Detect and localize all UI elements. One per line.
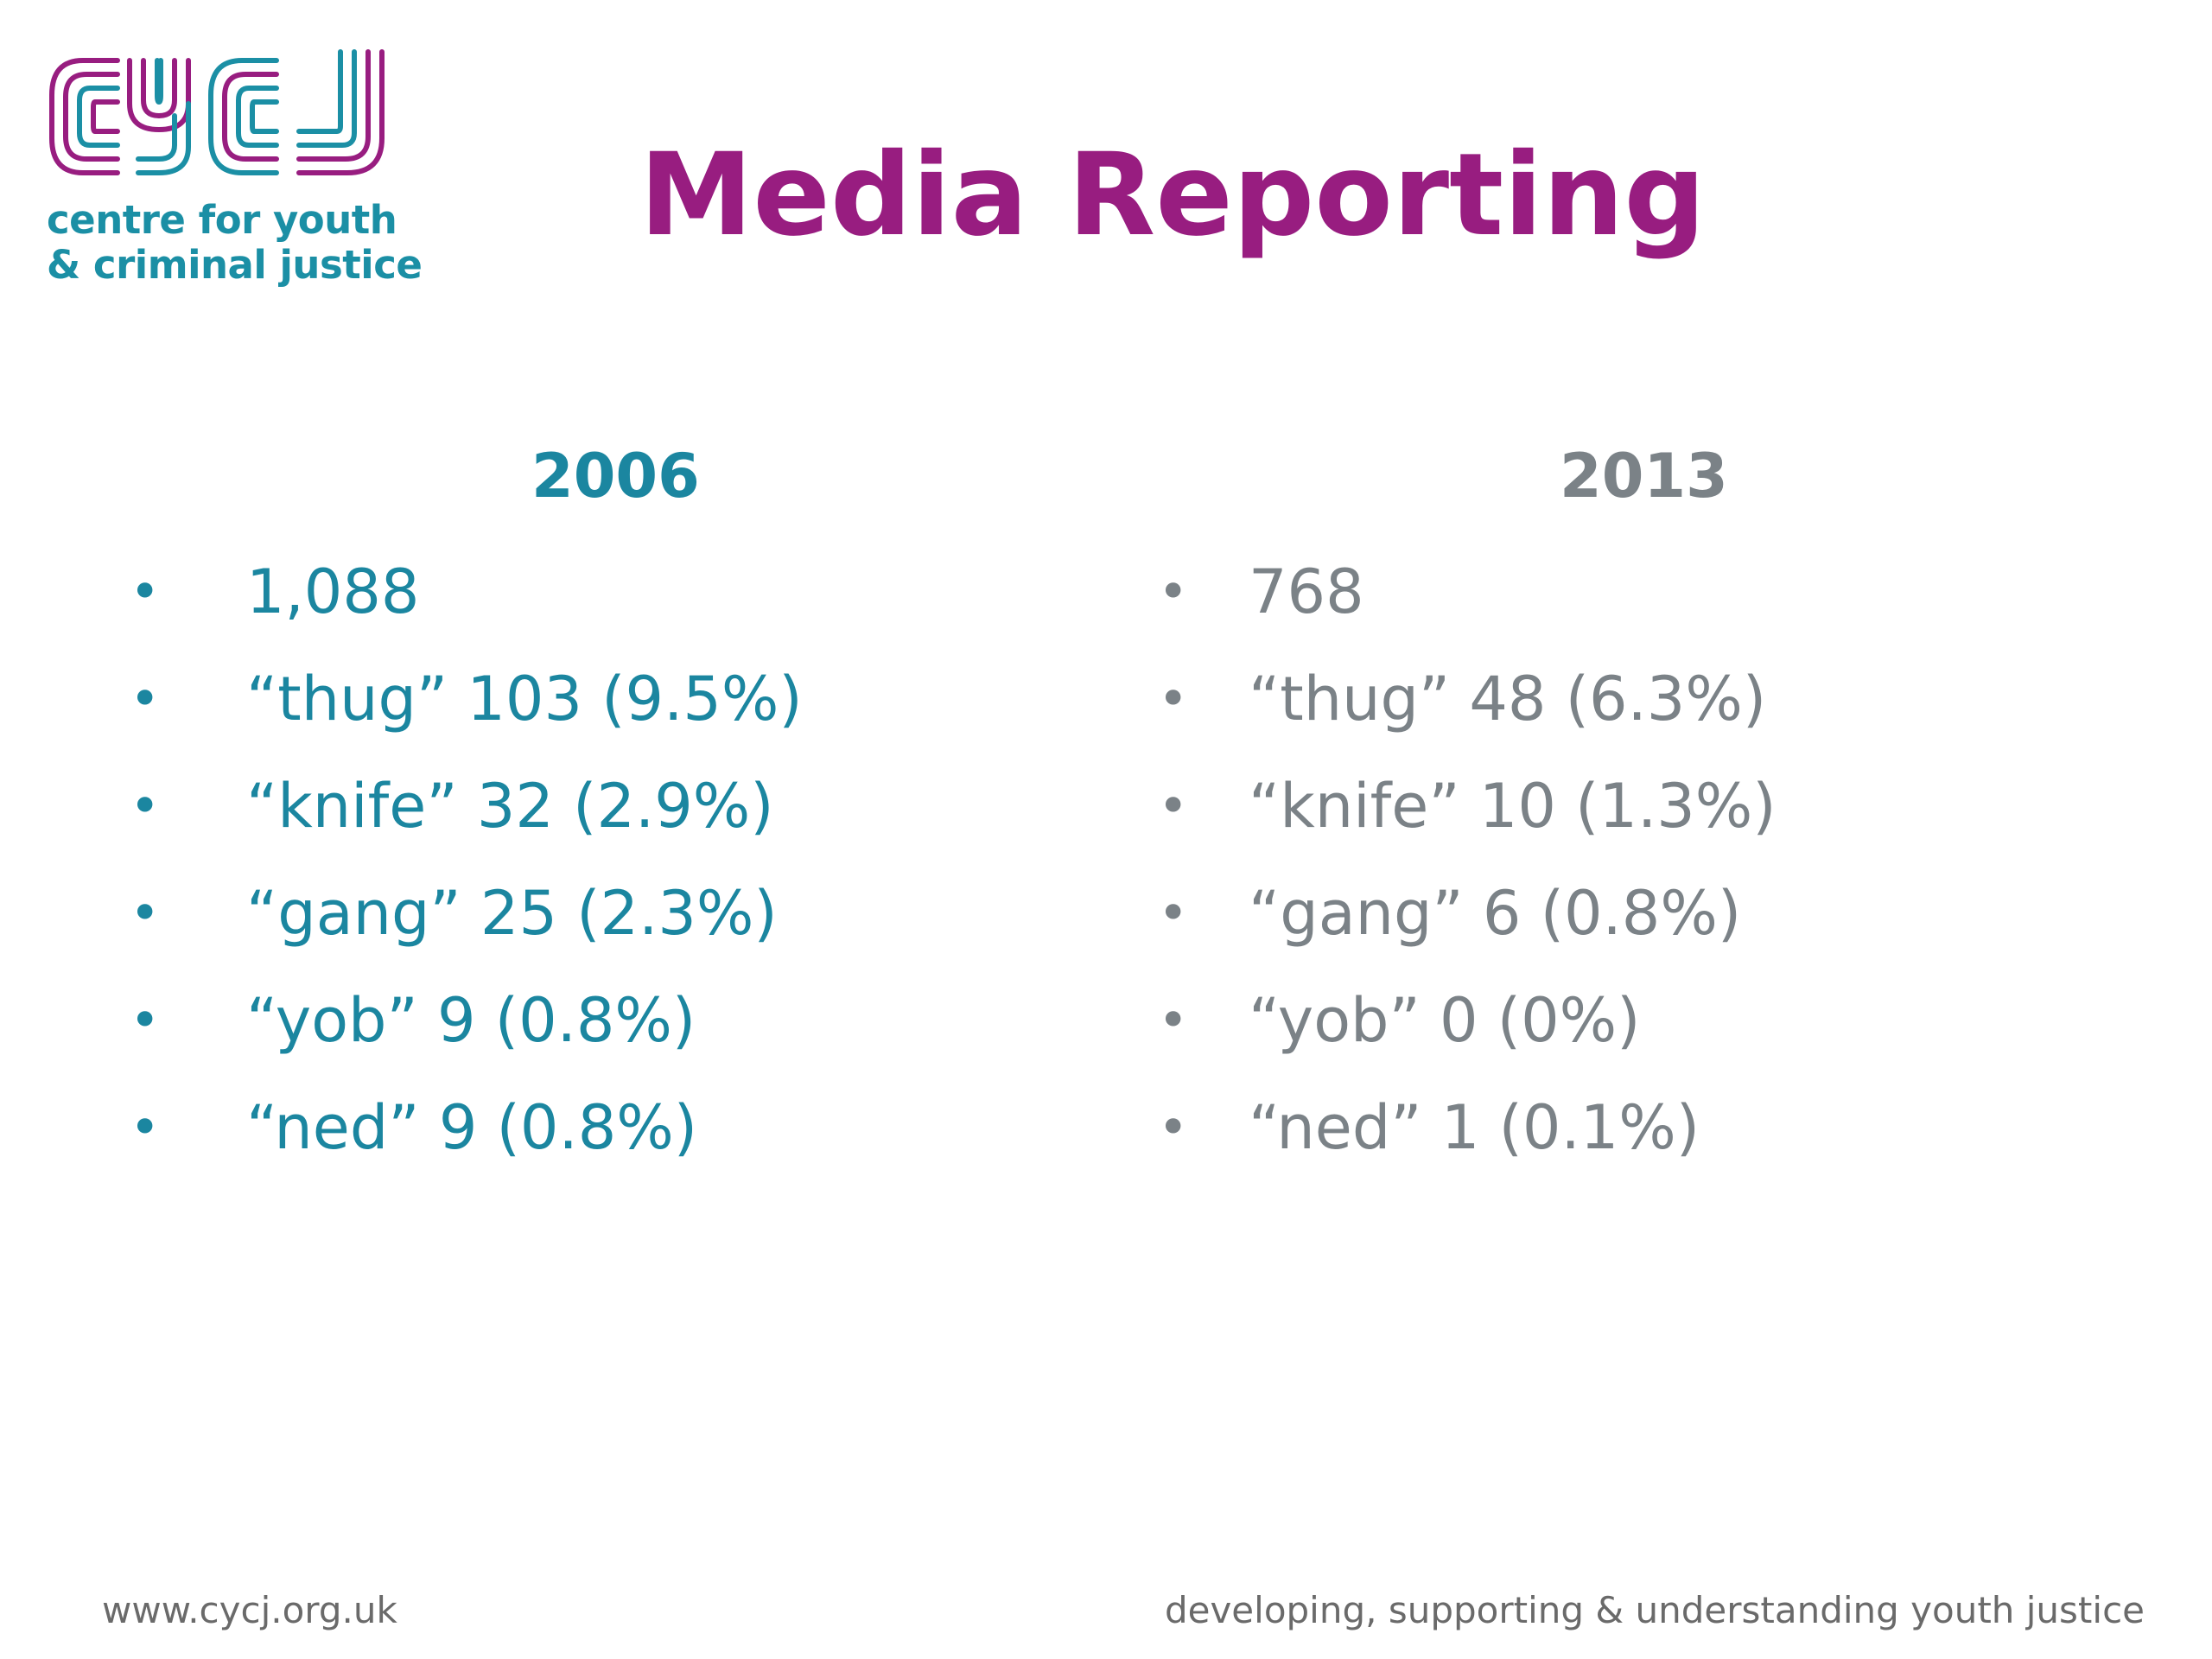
- list-item-text: “yob” 9 (0.8%): [246, 985, 696, 1056]
- column-heading: 2013: [1560, 441, 1728, 512]
- list-item-text: “thug” 103 (9.5%): [246, 664, 803, 734]
- bullet-icon: •: [130, 883, 161, 944]
- bullet-icon: •: [130, 776, 161, 836]
- list-item-text: “yob” 0 (0%): [1249, 985, 1641, 1056]
- slide-title: Media Reporting: [639, 129, 1706, 262]
- list-item-text: “ned” 9 (0.8%): [246, 1092, 698, 1163]
- cycj-logo: centre for youth & criminal justice: [43, 43, 423, 302]
- logo-tagline-line2: & criminal justice: [47, 242, 423, 288]
- bullet-icon: •: [1158, 990, 1189, 1051]
- footer-tagline: developing, supporting & understanding y…: [1164, 1589, 2145, 1631]
- logo-tagline-line1: centre for youth: [47, 197, 397, 243]
- list-item-text: “thug” 48 (6.3%): [1249, 664, 1767, 734]
- bullet-icon: •: [1158, 562, 1189, 622]
- bullet-icon: •: [130, 669, 161, 729]
- list-item-text: “knife” 32 (2.9%): [246, 771, 774, 842]
- list-item-text: 1,088: [246, 556, 420, 627]
- footer-website: www.cycj.org.uk: [102, 1589, 397, 1631]
- bullet-icon: •: [1158, 669, 1189, 729]
- bullet-icon: •: [130, 562, 161, 622]
- bullet-icon: •: [1158, 883, 1189, 944]
- list-item-text: 768: [1249, 556, 1364, 627]
- cycj-wordmark-logo: [49, 49, 385, 175]
- bullet-icon: •: [1158, 1097, 1189, 1158]
- column-heading: 2006: [531, 441, 700, 512]
- bullet-icon: •: [1158, 776, 1189, 836]
- list-item-text: “knife” 10 (1.3%): [1249, 771, 1777, 842]
- bullet-icon: •: [130, 990, 161, 1051]
- list-item-text: “ned” 1 (0.1%): [1249, 1092, 1700, 1163]
- list-item-text: “gang” 6 (0.8%): [1249, 878, 1742, 949]
- list-item-text: “gang” 25 (2.3%): [246, 878, 778, 949]
- bullet-icon: •: [130, 1097, 161, 1158]
